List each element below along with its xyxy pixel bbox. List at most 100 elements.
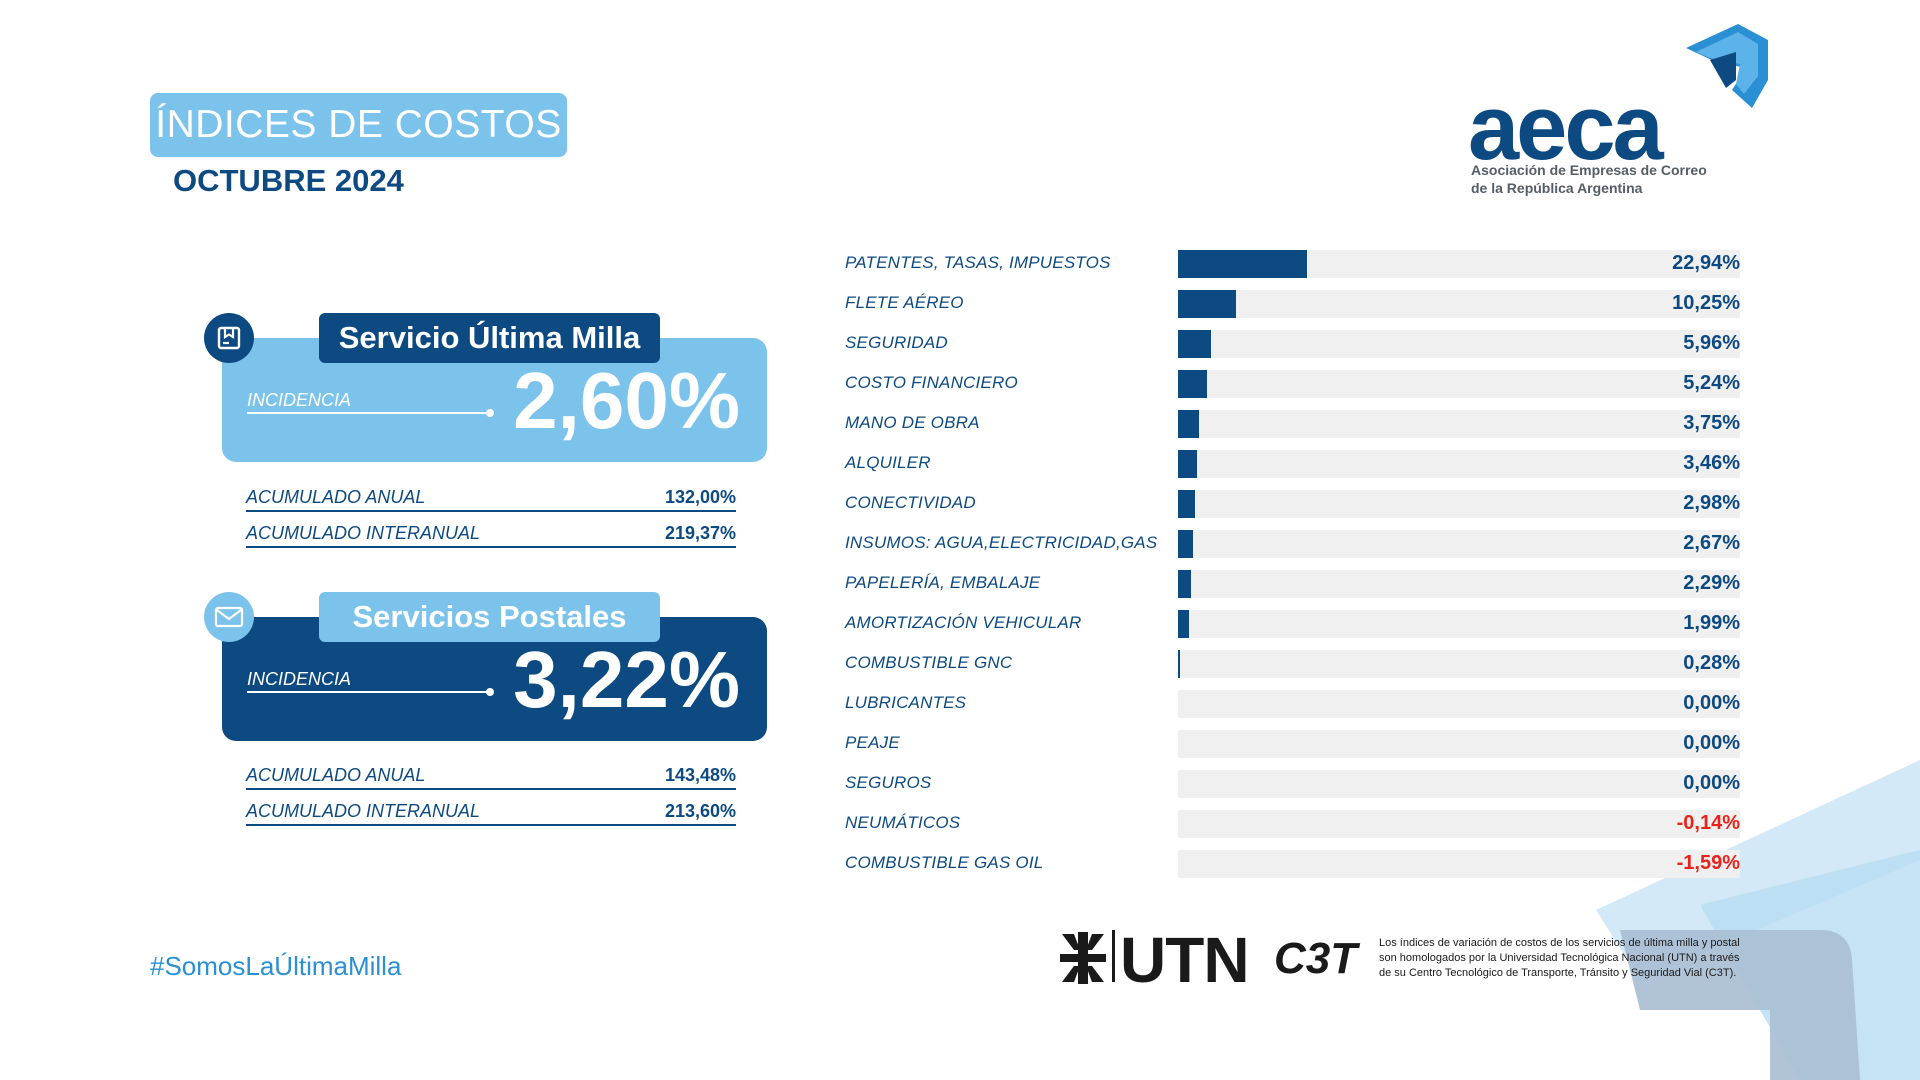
bar-value-label: 10,25%	[1672, 292, 1740, 314]
package-icon	[204, 313, 254, 363]
bar	[1178, 570, 1191, 598]
bar-label: AMORTIZACIÓN VEHICULAR	[845, 613, 1082, 632]
bar	[1178, 610, 1190, 638]
bar-value-label: -1,59%	[1676, 852, 1740, 874]
bar-value-label: 3,46%	[1683, 452, 1740, 474]
bar-value-label: 5,24%	[1683, 372, 1740, 394]
bar-label: INSUMOS: AGUA,ELECTRICIDAD,GAS	[845, 533, 1158, 552]
bar-value-label: 1,99%	[1683, 612, 1740, 634]
bar-label: COSTO FINANCIERO	[845, 373, 1018, 392]
incidencia-label: INCIDENCIA	[247, 669, 352, 689]
bar-label: FLETE AÉREO	[845, 293, 964, 312]
bar-label: ALQUILER	[845, 453, 931, 472]
bar-label: MANO DE OBRA	[845, 413, 980, 432]
bar-track	[1178, 610, 1740, 638]
service-title-postales: Servicios Postales	[319, 592, 660, 642]
bar-value-label: 2,29%	[1683, 572, 1740, 594]
aeca-logo-icon	[1686, 24, 1768, 108]
c3t-logo: C3T	[1274, 934, 1358, 983]
logo-sub-line-2: de la República Argentina	[1471, 180, 1643, 196]
bar-label: SEGUROS	[845, 773, 932, 792]
bar-track	[1178, 370, 1740, 398]
incidencia-line	[247, 691, 490, 693]
row-value: 213,60%	[664, 801, 736, 821]
row-label: ACUMULADO ANUAL	[246, 765, 426, 785]
bar-value-label: 0,00%	[1683, 732, 1740, 754]
bar-track	[1178, 490, 1740, 518]
footnote-line-2: son homologados por la Universidad Tecno…	[1379, 952, 1740, 964]
aeca-logo-wordmark: aeca	[1468, 77, 1664, 179]
bar-track	[1178, 850, 1740, 878]
logo-sub-line-1: Asociación de Empresas de Correo	[1471, 162, 1707, 178]
bar-value-label: 2,67%	[1683, 532, 1740, 554]
bar-label: PEAJE	[845, 733, 900, 752]
aeca-logo-subtitle: Asociación de Empresas de Correo de la R…	[1471, 161, 1707, 197]
bar-track	[1178, 250, 1740, 278]
row-label: ACUMULADO INTERANUAL	[246, 801, 481, 821]
bar-value-label: 0,28%	[1683, 652, 1740, 674]
incidencia-dot	[486, 409, 494, 417]
bar-track	[1178, 530, 1740, 558]
incidencia-value: 3,22%	[513, 635, 740, 724]
bar-label: SEGURIDAD	[845, 333, 948, 352]
bar-label: PATENTES, TASAS, IMPUESTOS	[845, 253, 1111, 272]
bar-value-label: 2,98%	[1683, 492, 1740, 514]
row-value: 143,48%	[664, 765, 736, 785]
footnote-line-1: Los índices de variación de costos de lo…	[1379, 937, 1740, 949]
bar	[1178, 370, 1208, 398]
row-label: ACUMULADO INTERANUAL	[246, 523, 481, 543]
incidencia-label: INCIDENCIA	[247, 390, 352, 410]
bar-label: PAPELERÍA, EMBALAJE	[845, 573, 1041, 592]
service-title-ultima-milla: Servicio Última Milla	[319, 313, 660, 363]
bar-value-label: 5,96%	[1683, 332, 1740, 354]
incidencia-dot	[486, 688, 494, 696]
bar	[1178, 490, 1195, 518]
bar	[1178, 450, 1198, 478]
bar-track	[1178, 770, 1740, 798]
utn-divider	[1112, 930, 1115, 982]
footnote-line-3: de su Centro Tecnológico de Transporte, …	[1379, 967, 1737, 979]
envelope-icon	[204, 592, 254, 642]
bar-track	[1178, 410, 1740, 438]
bar-label: COMBUSTIBLE GNC	[845, 653, 1013, 672]
incidencia-value: 2,60%	[513, 356, 740, 445]
bar-value-label: 22,94%	[1672, 252, 1740, 274]
page-title: ÍNDICES DE COSTOS	[150, 93, 567, 157]
row-label: ACUMULADO ANUAL	[246, 487, 426, 507]
bar-track	[1178, 650, 1740, 678]
page-subtitle: OCTUBRE 2024	[173, 163, 404, 198]
bar-value-label: 0,00%	[1683, 772, 1740, 794]
bar-label: NEUMÁTICOS	[845, 813, 961, 832]
bar-label: CONECTIVIDAD	[845, 493, 976, 512]
bar-value-label: -0,14%	[1676, 812, 1740, 834]
hashtag: #SomosLaÚltimaMilla	[150, 951, 402, 981]
bar-value-label: 0,00%	[1683, 692, 1740, 714]
bar	[1178, 650, 1180, 678]
bar	[1178, 330, 1212, 358]
acumulado-anual-row: ACUMULADO ANUAL 143,48%	[246, 754, 736, 790]
bar-track	[1178, 810, 1740, 838]
bar-track	[1178, 690, 1740, 718]
bar-track	[1178, 290, 1740, 318]
bar-label: COMBUSTIBLE GAS OIL	[845, 853, 1044, 872]
utn-logo-text: UTN	[1120, 924, 1250, 996]
acumulado-anual-row: ACUMULADO ANUAL 132,00%	[246, 476, 736, 512]
bar	[1178, 250, 1307, 278]
bar-track	[1178, 450, 1740, 478]
bar	[1178, 530, 1193, 558]
bar	[1178, 410, 1200, 438]
bar-label: LUBRICANTES	[845, 693, 967, 712]
acumulado-interanual-row: ACUMULADO INTERANUAL 213,60%	[246, 790, 736, 826]
footnote: Los índices de variación de costos de lo…	[1379, 936, 1799, 981]
bar-track	[1178, 570, 1740, 598]
bar	[1178, 290, 1236, 318]
bar-track	[1178, 330, 1740, 358]
bar-track	[1178, 730, 1740, 758]
incidencia-line	[247, 412, 490, 414]
row-value: 132,00%	[664, 487, 736, 507]
bar-value-label: 3,75%	[1683, 412, 1740, 434]
row-value: 219,37%	[664, 523, 736, 543]
utn-emblem-icon	[1060, 932, 1106, 984]
acumulado-interanual-row: ACUMULADO INTERANUAL 219,37%	[246, 512, 736, 548]
